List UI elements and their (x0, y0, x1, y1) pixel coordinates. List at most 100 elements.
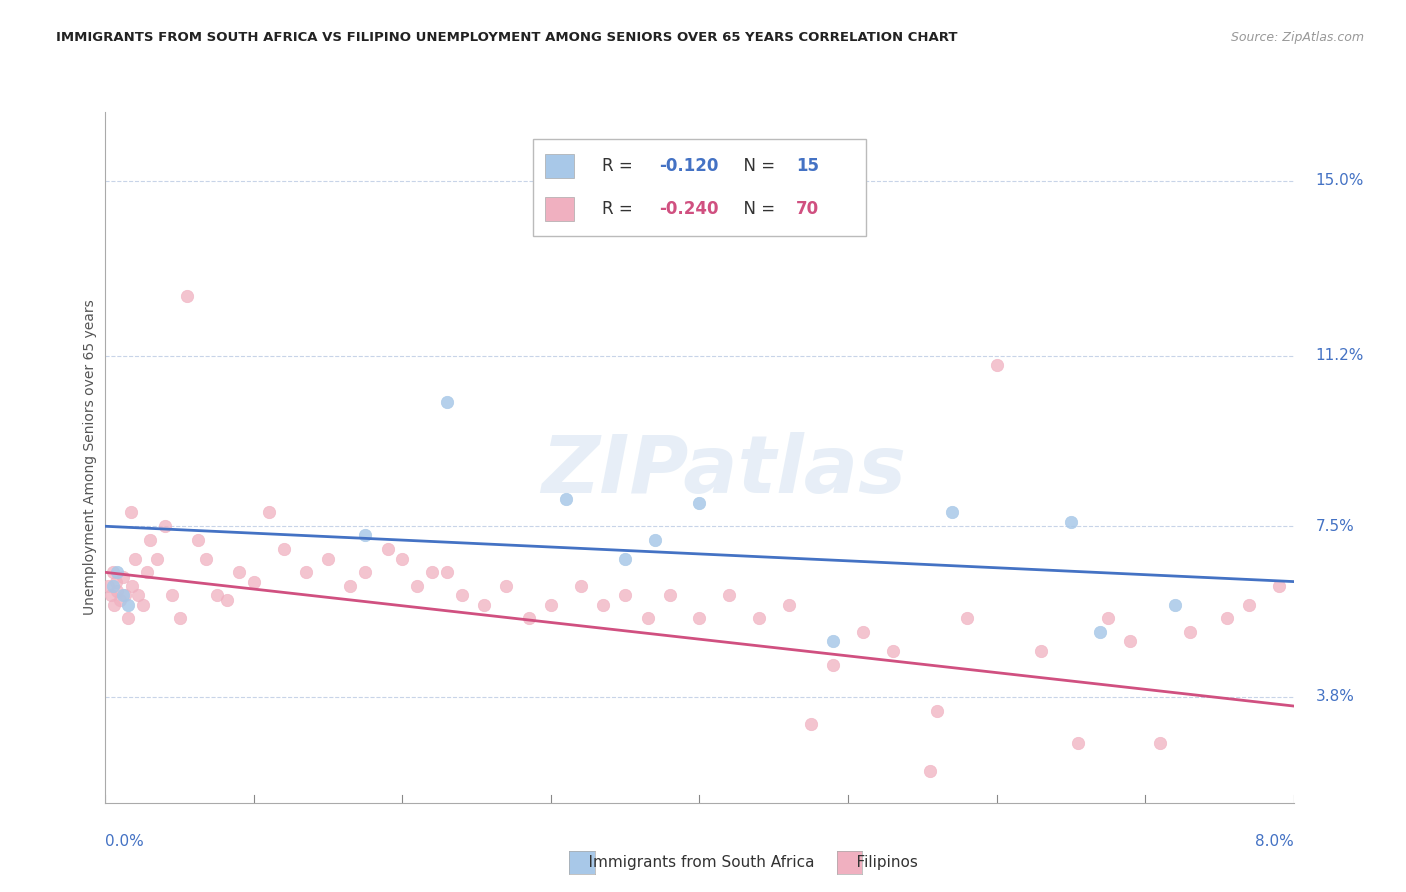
Point (1164, 598, 1187, 612)
Text: 8.0%: 8.0% (1254, 834, 1294, 849)
Text: 7.5%: 7.5% (1316, 519, 1354, 533)
Text: 3.8%: 3.8% (1316, 690, 1354, 705)
Point (823, 634, 845, 648)
Point (472, 598, 495, 612)
Point (614, 551, 637, 566)
Point (153, 519, 176, 533)
Point (101, 566, 124, 580)
Point (540, 598, 562, 612)
Point (941, 505, 963, 519)
Point (112, 589, 135, 603)
Point (101, 579, 124, 593)
Text: -0.120: -0.120 (659, 157, 718, 175)
Text: N =: N = (733, 157, 780, 175)
Point (406, 579, 429, 593)
Point (139, 533, 162, 547)
Point (1215, 611, 1237, 625)
Point (1149, 736, 1171, 750)
Point (103, 598, 125, 612)
Point (104, 574, 127, 589)
Point (918, 764, 941, 778)
Point (823, 657, 845, 672)
Text: 15: 15 (796, 157, 818, 175)
Point (1067, 736, 1090, 750)
Point (124, 551, 146, 566)
Point (436, 566, 458, 580)
Point (1119, 634, 1142, 648)
Point (569, 579, 592, 593)
Point (195, 551, 218, 566)
Point (110, 593, 132, 607)
Point (354, 566, 377, 580)
Point (186, 533, 208, 547)
Point (1097, 611, 1119, 625)
Point (114, 589, 136, 603)
Point (1029, 644, 1052, 658)
Point (169, 611, 191, 625)
Point (517, 611, 540, 625)
Text: 11.2%: 11.2% (1316, 348, 1364, 363)
Point (778, 598, 800, 612)
Point (718, 589, 741, 603)
Point (176, 289, 198, 303)
FancyBboxPatch shape (546, 154, 574, 178)
Text: N =: N = (733, 200, 780, 218)
Point (1060, 515, 1083, 529)
Text: Immigrants from South Africa: Immigrants from South Africa (569, 855, 815, 870)
Point (1178, 625, 1201, 640)
Text: ZIPatlas: ZIPatlas (541, 432, 905, 510)
Point (117, 611, 139, 625)
Point (689, 611, 711, 625)
Text: 0.0%: 0.0% (105, 834, 145, 849)
Point (217, 593, 239, 607)
Point (117, 598, 139, 612)
Point (495, 579, 517, 593)
Point (131, 598, 153, 612)
Point (956, 611, 979, 625)
Text: Filipinos: Filipinos (837, 855, 918, 870)
Text: 70: 70 (796, 200, 818, 218)
Point (136, 566, 159, 580)
Point (391, 551, 413, 566)
Text: 15.0%: 15.0% (1316, 173, 1364, 188)
Point (120, 505, 142, 519)
Point (316, 551, 339, 566)
FancyBboxPatch shape (533, 139, 866, 235)
Y-axis label: Unemployment Among Seniors over 65 years: Unemployment Among Seniors over 65 years (83, 300, 97, 615)
Point (592, 598, 614, 612)
Point (243, 574, 266, 589)
Point (1267, 579, 1289, 593)
Text: -0.240: -0.240 (659, 200, 718, 218)
Point (852, 625, 875, 640)
Point (925, 704, 948, 718)
Point (986, 358, 1008, 372)
Point (112, 570, 135, 584)
Point (127, 589, 149, 603)
Point (295, 566, 318, 580)
Point (554, 491, 576, 506)
Point (121, 579, 143, 593)
Point (257, 505, 280, 519)
Point (97, 579, 120, 593)
Point (450, 589, 472, 603)
Point (162, 589, 184, 603)
Text: R =: R = (602, 157, 638, 175)
Text: R =: R = (602, 200, 638, 218)
Point (100, 589, 122, 603)
Point (800, 717, 823, 731)
Point (882, 644, 904, 658)
Point (420, 566, 443, 580)
Point (644, 533, 666, 547)
FancyBboxPatch shape (546, 197, 574, 221)
Point (339, 579, 361, 593)
Text: Source: ZipAtlas.com: Source: ZipAtlas.com (1230, 31, 1364, 45)
Point (273, 542, 295, 557)
Text: IMMIGRANTS FROM SOUTH AFRICA VS FILIPINO UNEMPLOYMENT AMONG SENIORS OVER 65 YEAR: IMMIGRANTS FROM SOUTH AFRICA VS FILIPINO… (56, 31, 957, 45)
Point (228, 566, 250, 580)
Point (1090, 625, 1112, 640)
Point (377, 542, 399, 557)
Point (205, 589, 228, 603)
Point (1237, 598, 1260, 612)
Point (614, 589, 637, 603)
Point (436, 395, 458, 409)
